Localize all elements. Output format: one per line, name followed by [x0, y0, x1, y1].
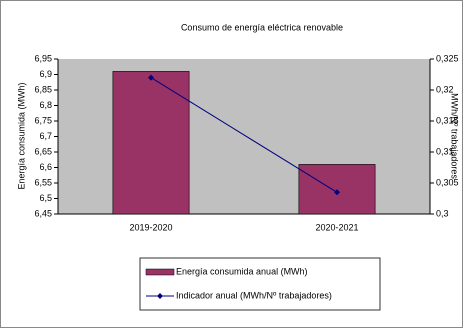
y-axis-label: Energía consumida (MWh) [16, 82, 26, 189]
y-tick-label: 6,8 [39, 100, 52, 110]
y2-tick-label: 0,305 [436, 177, 459, 187]
legend-label: Indicador anual (MWh/Nº trabajadores) [176, 290, 332, 300]
y2-axis-label: MWh/Nº trabajadores [450, 93, 460, 179]
y-tick-label: 6,85 [34, 84, 52, 94]
y2-tick-label: 0,31 [436, 146, 454, 156]
line-marker [148, 74, 154, 81]
line [150, 77, 338, 193]
y2-tick-label: 0,325 [436, 53, 459, 63]
y-tick-label: 6,65 [34, 146, 52, 156]
y-tick-label: 6,6 [39, 162, 52, 172]
legend-label: Energía consumida anual (MWh) [176, 266, 308, 276]
bar [298, 164, 376, 215]
x-tick-label: 2020-2021 [315, 222, 358, 232]
y-tick-label: 6,45 [34, 208, 52, 218]
y2-tick-label: 0,32 [436, 84, 454, 94]
bar [112, 71, 190, 215]
y-tick-label: 6,7 [39, 131, 52, 141]
y2-tick-label: 0,315 [436, 115, 459, 125]
x-tick-label: 2019-2020 [129, 222, 172, 232]
y-tick-label: 6,75 [34, 115, 52, 125]
legend-box [139, 257, 381, 311]
y-tick-label: 6,5 [39, 193, 52, 203]
legend-swatch [145, 268, 175, 276]
y-tick-label: 6,95 [34, 53, 52, 63]
legend-marker [157, 293, 163, 299]
y2-tick-label: 0,3 [436, 208, 449, 218]
chart-title: Consumo de energía eléctrica renovable [181, 22, 343, 32]
y-tick-label: 6,55 [34, 177, 52, 187]
y-tick-label: 6,9 [39, 69, 52, 79]
line-marker [334, 189, 340, 196]
